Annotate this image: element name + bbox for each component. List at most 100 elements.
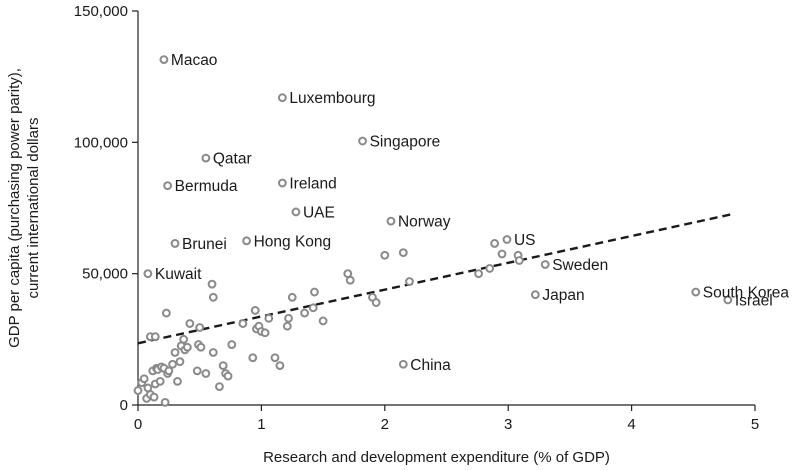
data-point	[179, 334, 189, 344]
data-point-norway	[386, 216, 396, 226]
data-point	[260, 328, 270, 338]
ticks: 0 50,000 100,000 150,000 0 1 2 3 4 5	[74, 3, 759, 433]
data-point-luxembourg	[277, 93, 287, 103]
point-label-sweden: Sweden	[552, 257, 608, 274]
data-point	[485, 264, 495, 273]
data-point	[161, 308, 171, 318]
data-point	[405, 277, 414, 286]
point-label-japan: Japan	[542, 287, 584, 304]
x-tick-label: 5	[751, 416, 759, 433]
x-tick-label: 3	[504, 416, 512, 433]
data-point	[270, 353, 280, 363]
data-point	[207, 279, 217, 289]
data-point	[155, 376, 165, 386]
point-label-china: China	[410, 357, 451, 374]
data-point-israel	[723, 295, 733, 305]
x-axis-title: Research and development expenditure (% …	[263, 449, 610, 466]
y-tick-label: 50,000	[82, 266, 128, 283]
point-label-israel: Israel	[735, 292, 773, 309]
data-point	[133, 386, 143, 395]
data-point	[227, 340, 237, 349]
data-point	[398, 248, 408, 258]
data-point-sweden	[540, 260, 550, 269]
x-tick-label: 0	[134, 416, 142, 433]
y-axis-title-line-2: current international dollars	[25, 118, 42, 299]
data-point	[248, 353, 258, 363]
x-tick-label: 4	[627, 416, 635, 433]
data-point	[196, 342, 206, 352]
data-point	[275, 361, 285, 371]
data-point	[173, 376, 182, 386]
x-tick-label: 2	[381, 416, 389, 433]
y-tick-label: 0	[120, 397, 128, 414]
data-point	[195, 323, 205, 332]
data-point-macao	[159, 55, 169, 64]
data-point	[371, 298, 381, 307]
x-tick-label: 1	[257, 416, 265, 433]
point-label-macao: Macao	[171, 52, 218, 69]
data-point-brunei	[170, 239, 180, 248]
data-point-bermuda	[163, 181, 173, 191]
data-point-kuwait	[143, 269, 153, 279]
data-point	[175, 357, 185, 367]
y-axis-title-line-1: GDP per capita (purchasing power parity)…	[6, 68, 23, 348]
point-label-south-korea: South Korea	[703, 285, 790, 302]
axis-titles: Research and development expenditure (% …	[6, 68, 610, 466]
data-point	[160, 397, 170, 407]
data-point	[208, 348, 218, 357]
data-point-japan	[530, 290, 540, 300]
point-label-hong-kong: Hong Kong	[254, 233, 332, 250]
data-point-qatar	[201, 153, 211, 163]
data-points	[133, 55, 733, 407]
data-point	[215, 382, 224, 392]
data-point	[308, 303, 318, 313]
data-point	[185, 319, 195, 328]
data-point	[168, 359, 177, 369]
data-point	[250, 306, 260, 315]
data-point-singapore	[358, 136, 367, 146]
data-point	[218, 361, 228, 371]
axes	[137, 11, 755, 406]
data-point	[170, 348, 180, 357]
data-point	[380, 250, 390, 260]
data-point	[150, 332, 160, 342]
data-point	[223, 371, 233, 381]
trendline-group	[137, 213, 731, 345]
point-label-bermuda: Bermuda	[175, 178, 238, 195]
y-tick-label: 100,000	[74, 134, 128, 151]
data-point	[139, 374, 149, 384]
point-label-norway: Norway	[398, 214, 451, 231]
data-point	[318, 316, 328, 326]
point-label-singapore: Singapore	[370, 134, 441, 151]
point-label-luxembourg: Luxembourg	[289, 90, 375, 107]
data-point	[300, 308, 309, 318]
data-point	[345, 275, 355, 285]
data-point	[238, 319, 248, 328]
point-label-us: US	[514, 232, 536, 249]
data-point	[282, 321, 292, 331]
data-point-south-korea	[691, 287, 701, 297]
point-label-kuwait: Kuwait	[155, 266, 202, 283]
data-point	[284, 313, 293, 323]
trendline	[137, 213, 731, 345]
point-label-qatar: Qatar	[213, 151, 252, 168]
data-point	[164, 366, 174, 376]
data-point-us	[502, 235, 512, 244]
data-point	[490, 239, 500, 248]
data-point	[497, 249, 507, 259]
y-tick-label: 150,000	[74, 3, 128, 20]
point-label-uae: UAE	[303, 204, 335, 221]
data-point	[182, 342, 192, 352]
data-point	[287, 292, 297, 302]
data-point-ireland	[277, 178, 287, 188]
data-point-hong-kong	[242, 236, 251, 246]
data-point	[208, 292, 218, 302]
data-point-uae	[291, 207, 301, 217]
data-point	[201, 369, 211, 378]
data-point-china	[398, 359, 408, 369]
point-label-ireland: Ireland	[289, 176, 336, 193]
point-label-brunei: Brunei	[182, 236, 227, 253]
data-point	[514, 256, 524, 265]
